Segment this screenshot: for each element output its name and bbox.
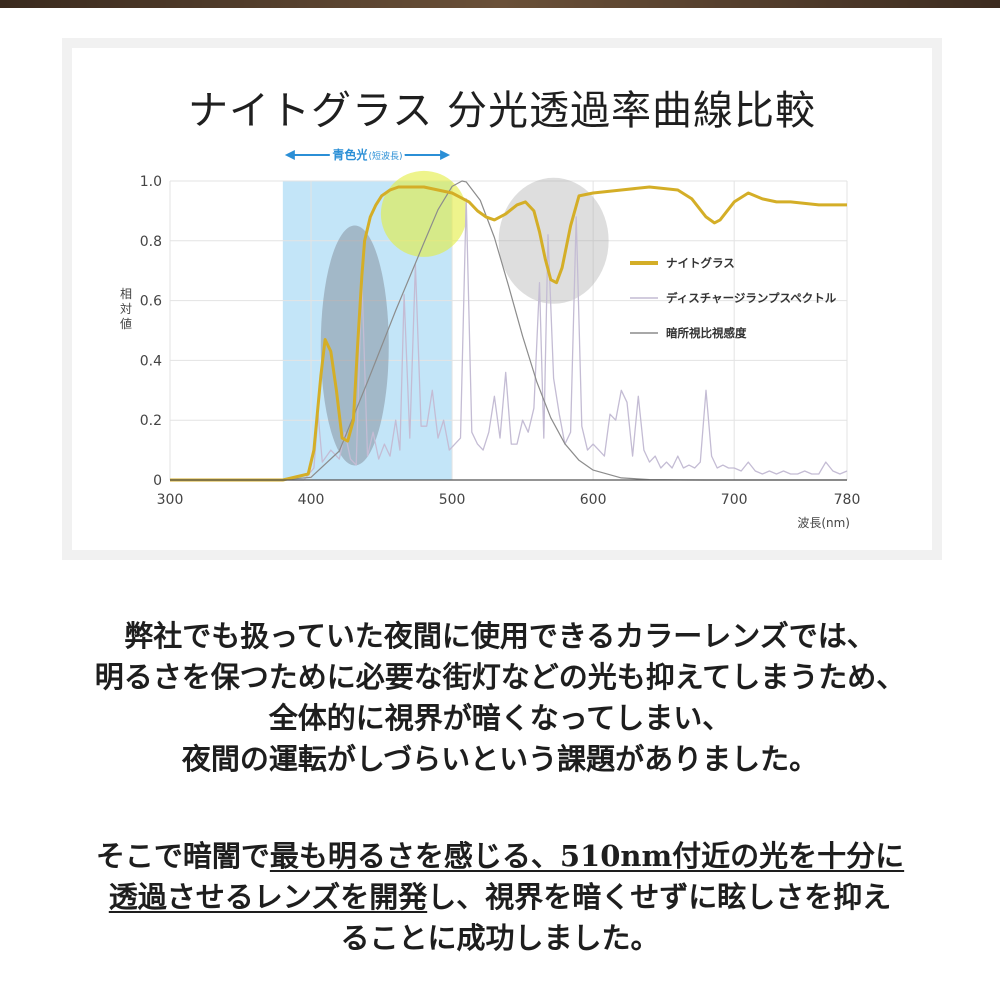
text-plain: そこで暗闇で: [95, 839, 270, 873]
series-line-night-glass: [170, 185, 847, 482]
text-underlined: 透過させるレンズを開発: [108, 880, 428, 914]
y-tick-label: 0: [153, 473, 162, 489]
text-underlined: 最も明るさを感じる、510nm付近の光を十分に: [269, 839, 905, 873]
band-arrow-left: [284, 150, 295, 160]
paragraph-line: そこで暗闇で最も明るさを感じる、510nm付近の光を十分に: [0, 836, 1000, 877]
paragraph-line: 透過させるレンズを開発し、視界を暗くせずに眩しさを抑え: [0, 877, 1000, 918]
y-axis-label: 相対値: [120, 287, 132, 331]
spectral-chart: 青色光(短波長) 300 400 500 600 700 780 0 0.2 0.4 0.6 0.8 1…: [120, 144, 861, 530]
x-tick-label: 300: [157, 492, 184, 508]
y-tick-label: 1.0: [140, 174, 162, 190]
paragraph-line: 明るさを保つために必要な街灯などの光も抑えてしまうため、: [94, 660, 906, 694]
paragraph-line: ることに成功しました。: [340, 921, 660, 955]
paragraph-line: 弊社でも扱っていた夜間に使用できるカラーレンズでは、: [124, 619, 876, 653]
legend-label: ディスチャージランプスペクトル: [666, 291, 837, 305]
y-tick-label: 0.4: [140, 353, 162, 369]
paragraph-line: 全体的に視界が暗くなってしまい、: [268, 701, 732, 735]
x-tick-label: 600: [580, 492, 607, 508]
band-arrow-right: [440, 150, 451, 160]
x-tick-label: 500: [439, 492, 466, 508]
highlight-ellipse-dip: [320, 225, 389, 466]
band-label: 青色光(短波長): [332, 147, 402, 162]
highlight-ellipse-notch: [498, 177, 609, 304]
chart-panel: ナイトグラス 分光透過率曲線比較 青色光(短波長) 300 400 500 600 700…: [62, 38, 942, 560]
chart-card: ナイトグラス 分光透過率曲線比較 青色光(短波長) 300 400 500 600 700…: [72, 48, 932, 550]
paragraph-problem: 弊社でも扱っていた夜間に使用できるカラーレンズでは、 明るさを保つために必要な街…: [0, 616, 1000, 780]
top-photo-strip: [0, 0, 1000, 8]
y-tick-label: 0.8: [140, 234, 162, 250]
chart-title: ナイトグラス 分光透過率曲線比較: [188, 88, 816, 134]
x-axis-label: 波長(nm): [797, 516, 850, 530]
paragraph-solution: そこで暗闇で最も明るさを感じる、510nm付近の光を十分に 透過させるレンズを開…: [0, 836, 1000, 959]
y-tick-label: 0.6: [140, 294, 162, 310]
paragraph-line: 夜間の運転がしづらいという課題がありました。: [181, 742, 819, 776]
y-tick-label: 0.2: [140, 413, 162, 429]
x-tick-label: 700: [721, 492, 748, 508]
legend-label: ナイトグラス: [666, 256, 735, 270]
text-plain: し、視界を暗くせずに眩しさを抑え: [427, 880, 892, 914]
x-tick-label: 780: [834, 492, 861, 508]
series-line-discharge-lamp: [170, 198, 848, 481]
legend-label: 暗所視比視感度: [666, 326, 747, 340]
x-tick-label: 400: [298, 492, 325, 508]
